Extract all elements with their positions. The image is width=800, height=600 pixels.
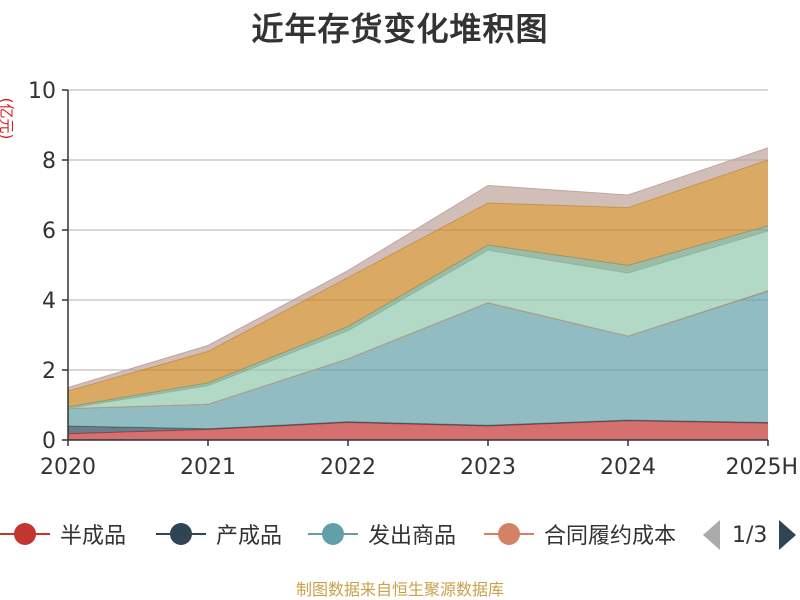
legend-marker-icon <box>156 522 206 546</box>
x-tick-label: 2024 <box>600 455 656 480</box>
x-tick-label: 2020 <box>40 455 96 480</box>
legend-prev-icon[interactable] <box>703 520 720 550</box>
area-series-4[interactable] <box>68 231 768 409</box>
area-series-line-7 <box>67 147 769 388</box>
legend-pager: 1/3 <box>703 518 797 552</box>
area-series-2[interactable] <box>68 291 768 429</box>
legend-marker-icon <box>484 522 534 546</box>
x-tick-label: 2025H <box>725 455 798 480</box>
legend: 半成品 产成品 发出商品 合同履约成本 <box>0 512 800 556</box>
area-series-6[interactable] <box>68 160 768 407</box>
axes: 0 2 4 6 8 10 2020 2021 2022 2023 2024 2025H <box>28 79 798 480</box>
y-tick-label: 6 <box>42 219 56 244</box>
area-series-0[interactable] <box>68 420 768 440</box>
legend-marker-icon <box>0 522 50 546</box>
legend-item[interactable]: 合同履约成本 <box>484 512 676 556</box>
area-series-7[interactable] <box>68 147 768 391</box>
legend-item[interactable]: 半成品 <box>0 512 126 556</box>
legend-label: 合同履约成本 <box>544 524 677 549</box>
x-tick-label: 2022 <box>320 455 376 480</box>
legend-page-indicator: 1/3 <box>732 522 768 548</box>
x-tick-label: 2023 <box>460 455 516 480</box>
x-tick-label: 2021 <box>180 455 236 480</box>
legend-next-icon[interactable] <box>779 520 797 550</box>
y-tick-label: 10 <box>28 79 56 104</box>
y-tick-label: 2 <box>42 359 56 384</box>
y-tick-label: 4 <box>42 289 56 314</box>
legend-label: 产成品 <box>216 524 283 549</box>
chart-title: 近年存货变化堆积图 <box>251 10 549 48</box>
legend-item[interactable]: 发出商品 <box>308 512 456 556</box>
data-source-note: 制图数据来自恒生聚源数据库 <box>295 580 504 599</box>
legend-label: 发出商品 <box>368 524 457 549</box>
stacked-areas <box>67 147 769 440</box>
legend-marker-icon <box>308 522 358 546</box>
legend-item[interactable]: 产成品 <box>156 512 282 556</box>
legend-label: 半成品 <box>60 524 127 549</box>
y-tick-label: 8 <box>42 149 56 174</box>
y-tick-label: 0 <box>42 429 56 454</box>
chart-plot: 0 2 4 6 8 10 2020 2021 2022 2023 2024 2025H <box>28 79 798 480</box>
